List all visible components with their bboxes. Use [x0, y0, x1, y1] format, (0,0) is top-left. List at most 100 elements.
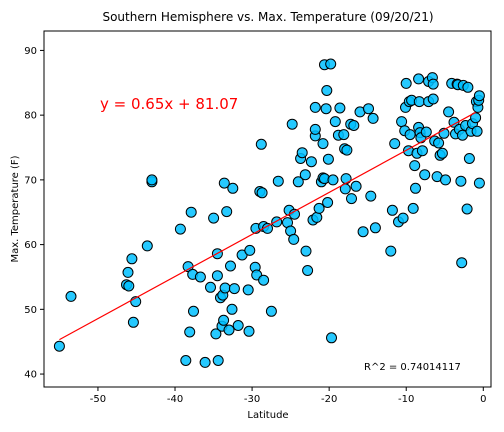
data-point [341, 144, 353, 156]
data-point [410, 182, 421, 194]
data-point [397, 212, 409, 224]
data-point [232, 320, 244, 331]
data-point [320, 103, 332, 115]
data-point [227, 182, 239, 194]
data-point [296, 147, 308, 159]
data-point [221, 206, 233, 218]
data-point [400, 77, 412, 89]
data-point [292, 176, 304, 188]
data-point [413, 73, 425, 85]
data-point [53, 340, 65, 352]
data-point [338, 129, 350, 141]
data-point [123, 280, 135, 292]
data-point [228, 283, 240, 295]
data-point [325, 58, 337, 70]
data-point [327, 174, 339, 186]
data-point [433, 137, 445, 149]
data-point [443, 106, 455, 118]
data-point [313, 202, 325, 214]
data-point [440, 174, 451, 186]
y-axis-label: Max. Temperature (F) [10, 155, 21, 262]
y-tick-label: 90 [24, 46, 37, 57]
data-point [65, 290, 77, 302]
data-point [223, 324, 235, 336]
data-point [309, 123, 321, 135]
data-point [357, 226, 369, 238]
data-point [255, 138, 267, 150]
y-tick-label: 70 [24, 175, 37, 186]
data-point [348, 120, 360, 131]
data-point [194, 271, 206, 283]
data-point [455, 175, 467, 187]
y-tick-label: 60 [24, 240, 37, 251]
data-point [407, 202, 419, 214]
data-point [127, 316, 139, 328]
data-point [126, 253, 138, 265]
data-point [389, 138, 401, 150]
data-point [122, 266, 134, 278]
x-tick-label: -50 [90, 394, 106, 405]
data-point [471, 125, 483, 137]
x-tick-label: -20 [321, 394, 337, 405]
data-point [317, 138, 329, 150]
data-point [146, 174, 158, 186]
data-point [305, 156, 317, 168]
data-point [299, 169, 311, 181]
data-point [210, 328, 222, 340]
data-point [419, 169, 431, 181]
data-point [272, 175, 284, 187]
x-axis-label: Latitude [247, 410, 288, 421]
data-point [311, 211, 323, 223]
data-point [334, 102, 346, 114]
r-squared-label: R^2 = 0.74014117 [364, 362, 461, 373]
data-point [461, 203, 473, 215]
data-point [188, 305, 199, 317]
data-point [367, 112, 379, 124]
plot-area: -50 -40 -30 -20 -10 0 40 50 60 70 80 90 [24, 30, 492, 405]
data-point [141, 240, 153, 252]
data-point [288, 233, 300, 245]
data-point [242, 284, 254, 296]
data-point [226, 303, 238, 315]
data-point [463, 153, 475, 164]
data-point [243, 325, 255, 337]
data-point [416, 145, 428, 157]
x-tick-label: -30 [244, 394, 260, 405]
data-point [346, 193, 357, 205]
data-point [473, 90, 485, 102]
data-point [199, 356, 211, 368]
data-point [369, 222, 381, 234]
y-tick-label: 50 [24, 305, 37, 316]
data-point [329, 116, 341, 128]
data-point [404, 129, 416, 141]
data-point [244, 244, 256, 256]
data-point [212, 355, 224, 366]
regression-line [59, 111, 476, 341]
data-point [436, 147, 448, 159]
data-point [385, 245, 397, 257]
x-tick-label: -40 [167, 394, 183, 405]
data-point [271, 216, 283, 228]
data-point [321, 85, 333, 96]
data-point [219, 282, 231, 294]
data-point [205, 281, 216, 293]
data-point [340, 173, 352, 185]
data-point [420, 126, 432, 138]
data-point [180, 355, 192, 366]
data-point [174, 223, 186, 235]
data-point [473, 177, 485, 189]
data-point [208, 212, 220, 224]
data-point [427, 93, 439, 105]
data-point [258, 274, 270, 286]
regression-equation: y = 0.65x + 81.07 [100, 95, 238, 113]
data-point [211, 270, 223, 282]
data-point [462, 81, 474, 93]
axes-frame [43, 30, 492, 388]
data-point [413, 96, 425, 108]
x-tick-label: -10 [398, 394, 414, 405]
data-point [363, 103, 374, 115]
y-tick-label: 40 [24, 370, 37, 381]
data-point [322, 153, 334, 165]
